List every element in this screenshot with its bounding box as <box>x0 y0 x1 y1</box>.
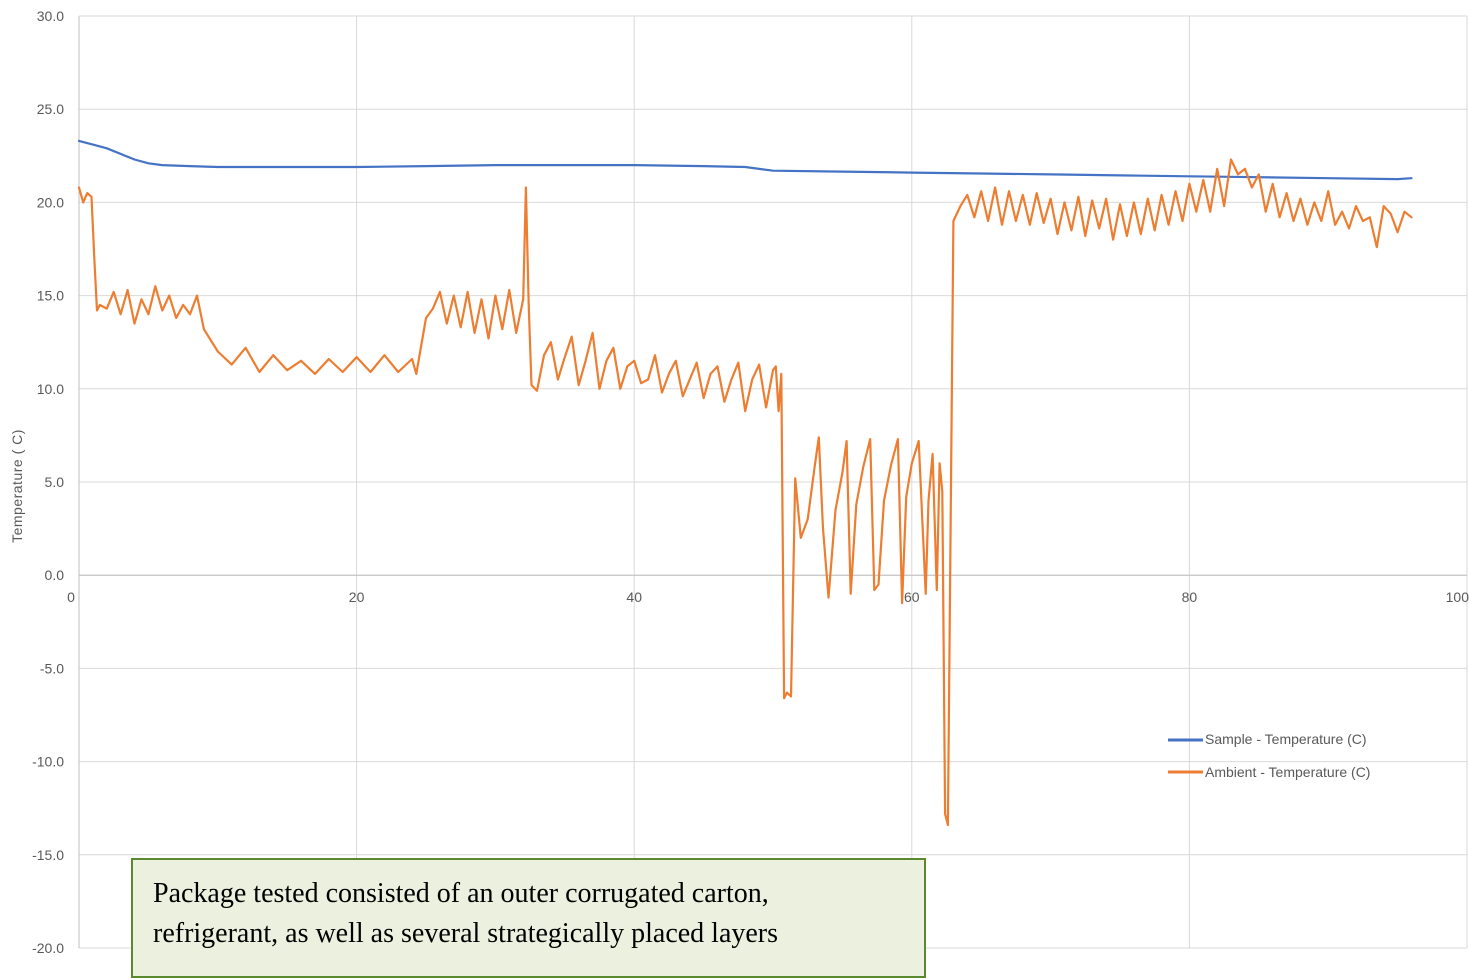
y-tick-label: 25.0 <box>37 101 64 117</box>
legend-label-ambient: Ambient - Temperature (C) <box>1205 764 1370 780</box>
axes <box>78 16 1467 948</box>
series-line-sample <box>77 139 1413 181</box>
y-tick-label: 0.0 <box>45 567 65 583</box>
y-axis-title: Temperature ( C) <box>9 429 25 543</box>
y-tick-label: 5.0 <box>45 474 65 490</box>
legend-label-sample: Sample - Temperature (C) <box>1205 731 1367 747</box>
x-tick-label: 60 <box>904 589 920 605</box>
grid-lines <box>78 15 1468 949</box>
series-lines <box>77 139 1413 827</box>
legend: Sample - Temperature (C) Ambient - Tempe… <box>1168 731 1370 780</box>
y-tick-label: -20.0 <box>32 940 64 956</box>
x-tick-label: 40 <box>626 589 642 605</box>
note-line-1: Package tested consisted of an outer cor… <box>153 878 769 909</box>
y-tick-label: -5.0 <box>40 660 64 676</box>
note-line-2: refrigerant, as well as several strategi… <box>153 918 779 949</box>
x-tick-label: 80 <box>1182 589 1198 605</box>
temperature-chart: 30.0 25.0 20.0 15.0 10.0 5.0 0.0 -5.0 -10.0 -15.0… <box>9 8 1469 956</box>
y-tick-label: 20.0 <box>37 194 64 210</box>
y-tick-label: 15.0 <box>37 288 64 304</box>
annotation-note-box: Package tested consisted of an outer cor… <box>131 858 926 978</box>
x-tick-label: 0 <box>67 589 75 605</box>
y-tick-label: -10.0 <box>32 754 64 770</box>
x-tick-label: 20 <box>349 589 365 605</box>
y-tick-label: -15.0 <box>32 847 64 863</box>
tick-labels: 30.0 25.0 20.0 15.0 10.0 5.0 0.0 -5.0 -10.0 -15.0… <box>32 8 1469 956</box>
y-tick-label: 10.0 <box>37 381 64 397</box>
series-line-ambient <box>77 158 1413 827</box>
y-tick-label: 30.0 <box>37 8 64 24</box>
x-tick-label: 100 <box>1446 589 1469 605</box>
